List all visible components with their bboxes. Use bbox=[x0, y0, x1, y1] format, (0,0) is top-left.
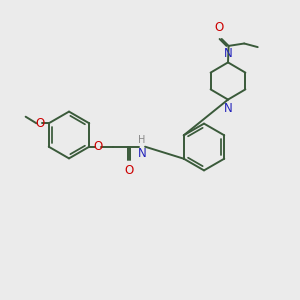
Text: H: H bbox=[138, 135, 146, 145]
Text: N: N bbox=[138, 147, 146, 160]
Text: O: O bbox=[124, 164, 133, 177]
Text: N: N bbox=[224, 47, 232, 60]
Text: O: O bbox=[214, 21, 224, 34]
Text: O: O bbox=[35, 117, 45, 130]
Text: O: O bbox=[93, 140, 102, 153]
Text: N: N bbox=[224, 102, 232, 115]
